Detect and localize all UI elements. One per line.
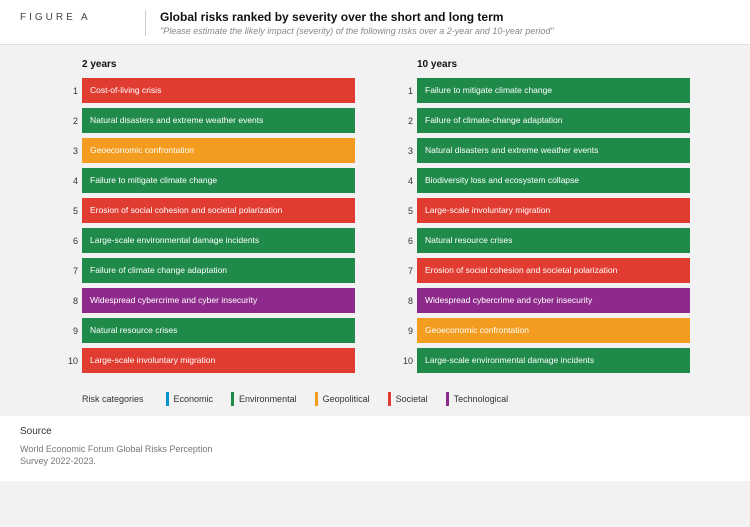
- legend-label: Geopolitical: [323, 394, 370, 404]
- rank-number: 1: [60, 86, 78, 96]
- figure-title: Global risks ranked by severity over the…: [160, 10, 730, 24]
- column-header: 2 years: [82, 59, 355, 70]
- rank-number: 6: [395, 236, 413, 246]
- rank-row: 8 Widespread cybercrime and cyber insecur…: [60, 288, 355, 313]
- chart-area: 2 years 1 Cost-of-living crisis 2 Natural di…: [0, 45, 750, 384]
- risk-bar: Natural disasters and extreme weather ev…: [417, 138, 690, 163]
- legend-swatch: [166, 392, 169, 406]
- rank-row: 4 Biodiversity loss and ecosystem collaps…: [395, 168, 690, 193]
- rank-number: 2: [60, 116, 78, 126]
- rank-row: 3 Geoeconomic confrontation: [60, 138, 355, 163]
- rank-number: 8: [60, 296, 78, 306]
- rank-number: 8: [395, 296, 413, 306]
- legend-label: Environmental: [239, 394, 297, 404]
- risk-bar: Large-scale involuntary migration: [82, 348, 355, 373]
- legend-item: Societal: [388, 392, 428, 406]
- risk-bar: Large-scale environmental damage inciden…: [82, 228, 355, 253]
- risk-bar: Biodiversity loss and ecosystem collapse: [417, 168, 690, 193]
- rank-number: 4: [395, 176, 413, 186]
- legend-label: Technological: [454, 394, 509, 404]
- rank-row: 2 Natural disasters and extreme weather e…: [60, 108, 355, 133]
- rank-row: 6 Large-scale environmental damage incide…: [60, 228, 355, 253]
- rank-row: 10 Large-scale involuntary migration: [60, 348, 355, 373]
- legend-label: Economic: [174, 394, 214, 404]
- rank-row: 3 Natural disasters and extreme weather e…: [395, 138, 690, 163]
- risk-bar: Natural disasters and extreme weather ev…: [82, 108, 355, 133]
- rank-number: 10: [60, 356, 78, 366]
- column-header: 10 years: [417, 59, 690, 70]
- rank-number: 7: [60, 266, 78, 276]
- figure-header: FIGURE A Global risks ranked by severity…: [0, 0, 750, 45]
- figure-label: FIGURE A: [20, 10, 145, 23]
- legend-swatch: [446, 392, 449, 406]
- rank-row: 5 Erosion of social cohesion and societal…: [60, 198, 355, 223]
- rank-row: 5 Large-scale involuntary migration: [395, 198, 690, 223]
- legend-item: Geopolitical: [315, 392, 370, 406]
- rank-row: 8 Widespread cybercrime and cyber insecur…: [395, 288, 690, 313]
- rank-number: 2: [395, 116, 413, 126]
- legend-item: Technological: [446, 392, 509, 406]
- source-body: World Economic Forum Global Risks Percep…: [20, 443, 220, 467]
- risk-bar: Natural resource crises: [417, 228, 690, 253]
- rank-row: 6 Natural resource crises: [395, 228, 690, 253]
- rank-column: 10 years 1 Failure to mitigate climate cha…: [395, 59, 690, 378]
- legend-swatch: [388, 392, 391, 406]
- risk-bar: Geoeconomic confrontation: [82, 138, 355, 163]
- rank-number: 9: [395, 326, 413, 336]
- risk-bar: Failure of climate change adaptation: [82, 258, 355, 283]
- rank-row: 7 Failure of climate change adaptation: [60, 258, 355, 283]
- risk-bar: Erosion of social cohesion and societal …: [417, 258, 690, 283]
- risk-bar: Failure to mitigate climate change: [82, 168, 355, 193]
- figure-subtitle: "Please estimate the likely impact (seve…: [160, 26, 730, 36]
- rank-number: 1: [395, 86, 413, 96]
- risk-bar: Failure to mitigate climate change: [417, 78, 690, 103]
- risk-bar: Large-scale environmental damage inciden…: [417, 348, 690, 373]
- rank-row: 9 Geoeconomic confrontation: [395, 318, 690, 343]
- risk-bar: Cost-of-living crisis: [82, 78, 355, 103]
- rank-column: 2 years 1 Cost-of-living crisis 2 Natural di…: [60, 59, 355, 378]
- legend-swatch: [315, 392, 318, 406]
- rank-number: 3: [395, 146, 413, 156]
- risk-bar: Widespread cybercrime and cyber insecuri…: [82, 288, 355, 313]
- title-block: Global risks ranked by severity over the…: [145, 10, 730, 36]
- risk-bar: Large-scale involuntary migration: [417, 198, 690, 223]
- legend-label: Societal: [396, 394, 428, 404]
- rank-number: 5: [60, 206, 78, 216]
- rank-number: 6: [60, 236, 78, 246]
- legend-title: Risk categories: [82, 394, 144, 404]
- rank-row: 7 Erosion of social cohesion and societal…: [395, 258, 690, 283]
- rank-row: 10 Large-scale environmental damage incid…: [395, 348, 690, 373]
- rank-row: 1 Failure to mitigate climate change: [395, 78, 690, 103]
- rank-number: 7: [395, 266, 413, 276]
- legend-item: Economic: [166, 392, 214, 406]
- rank-row: 9 Natural resource crises: [60, 318, 355, 343]
- rank-row: 4 Failure to mitigate climate change: [60, 168, 355, 193]
- rank-number: 9: [60, 326, 78, 336]
- risk-bar: Failure of climate-change adaptation: [417, 108, 690, 133]
- legend-item: Environmental: [231, 392, 297, 406]
- rank-row: 1 Cost-of-living crisis: [60, 78, 355, 103]
- legend: Risk categories Economic Environmental Geo…: [82, 392, 750, 406]
- rank-number: 5: [395, 206, 413, 216]
- risk-bar: Natural resource crises: [82, 318, 355, 343]
- risk-bar: Widespread cybercrime and cyber insecuri…: [417, 288, 690, 313]
- source-head: Source: [20, 426, 730, 437]
- rank-number: 3: [60, 146, 78, 156]
- risk-bar: Erosion of social cohesion and societal …: [82, 198, 355, 223]
- rank-number: 10: [395, 356, 413, 366]
- legend-swatch: [231, 392, 234, 406]
- rank-row: 2 Failure of climate-change adaptation: [395, 108, 690, 133]
- risk-bar: Geoeconomic confrontation: [417, 318, 690, 343]
- rank-number: 4: [60, 176, 78, 186]
- source-footer: Source World Economic Forum Global Risks…: [0, 416, 750, 481]
